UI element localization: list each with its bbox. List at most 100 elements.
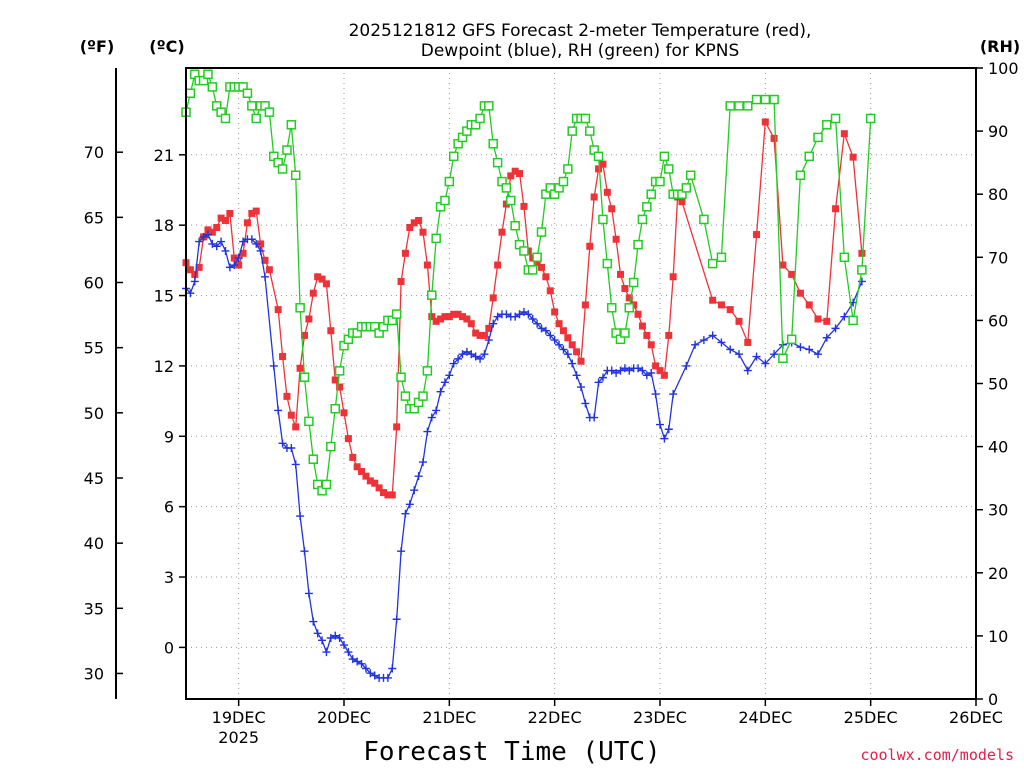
dewpoint-point <box>717 338 726 347</box>
temperature-point <box>287 411 295 419</box>
rh-point <box>299 372 310 382</box>
dewpoint-point <box>458 350 467 359</box>
rh-point <box>418 391 428 401</box>
rh-point <box>725 101 735 111</box>
x-tick-label: 25DEC <box>844 708 898 727</box>
temperature-point <box>625 294 633 302</box>
dewpoint-point <box>467 350 476 359</box>
dewpoint-point <box>568 359 577 368</box>
temperature-point <box>581 301 589 309</box>
temperature-point <box>349 453 357 461</box>
rh-point <box>633 239 643 250</box>
dewpoint-point <box>252 239 261 248</box>
dewpoint-point <box>247 235 256 244</box>
dewpoint-point <box>642 371 651 380</box>
rh-point <box>743 101 753 111</box>
x-tick-sublabel: 2025 <box>218 728 259 747</box>
temperature-point <box>371 479 379 487</box>
dewpoint-point <box>344 648 353 657</box>
temperature-point <box>643 331 651 339</box>
rh-point <box>655 176 665 187</box>
temperature-point <box>538 263 545 271</box>
dewpoint-point <box>577 383 585 392</box>
temperature-point <box>564 334 572 342</box>
dewpoint-point <box>449 359 458 368</box>
dewpoint-point <box>480 350 489 359</box>
fahrenheit-unit-label: (ºF) <box>80 37 115 56</box>
temperature-point <box>437 315 445 323</box>
temperature-point <box>340 409 348 417</box>
fahrenheit-tick-label: 30 <box>84 664 104 683</box>
temperature-point <box>498 228 506 236</box>
temperature-point <box>344 435 352 443</box>
temperature-point <box>239 249 247 257</box>
rh-point <box>185 88 196 98</box>
temperature-point <box>608 205 616 213</box>
dewpoint-point <box>493 312 502 321</box>
temperature-point <box>410 219 418 227</box>
dewpoint-line <box>185 233 863 679</box>
temperature-point <box>590 193 598 201</box>
temperature-point <box>305 315 313 323</box>
dewpoint-point <box>423 427 432 436</box>
rh-point <box>444 176 455 187</box>
temperature-point <box>309 289 317 297</box>
temperature-point <box>257 240 265 248</box>
rh-point <box>778 353 788 364</box>
temperature-point <box>423 261 431 269</box>
temperature-point <box>709 296 717 304</box>
dewpoint-point <box>291 460 300 469</box>
temperature-point <box>603 188 611 196</box>
rh-point <box>734 101 744 111</box>
dewpoint-point <box>318 636 327 645</box>
temperature-point <box>516 170 524 178</box>
x-tick-label: 26DEC <box>949 708 1003 727</box>
rh-point <box>492 157 503 168</box>
temperature-point <box>788 270 796 278</box>
rh-point <box>251 113 261 124</box>
fahrenheit-tick-label: 70 <box>84 143 104 162</box>
temperature-point <box>186 266 194 274</box>
rh-point <box>707 258 718 269</box>
temperature-point <box>388 491 396 499</box>
rh-point <box>606 303 617 313</box>
rh-point <box>501 183 512 193</box>
temperature-point <box>318 275 326 283</box>
dewpoint-point <box>296 512 305 521</box>
temperature-point <box>419 228 427 236</box>
rh-tick-label: 0 <box>988 690 998 709</box>
fahrenheit-tick-label: 60 <box>84 274 104 293</box>
dewpoint-point <box>190 277 199 286</box>
dewpoint-point <box>445 371 454 380</box>
rh-point <box>527 265 538 275</box>
temperature-point <box>336 383 344 391</box>
fahrenheit-tick-label: 65 <box>84 208 104 227</box>
dewpoint-point <box>261 272 269 281</box>
dewpoint-point <box>660 434 669 443</box>
fahrenheit-tick-label: 40 <box>84 534 104 553</box>
rh-point <box>786 334 797 345</box>
rh-point <box>624 303 635 313</box>
dewpoint-point <box>489 319 498 328</box>
temperature-point <box>230 254 238 262</box>
rh-point <box>839 252 850 263</box>
dewpoint-point <box>555 340 564 349</box>
temperature-point <box>753 231 761 239</box>
celsius-unit-label: (ºC) <box>149 37 184 56</box>
temperature-point <box>744 338 752 346</box>
dewpoint-point <box>541 326 550 335</box>
temperature-point <box>467 320 475 328</box>
temperature-point <box>805 301 813 309</box>
temperature-point <box>476 331 484 339</box>
temperature-point <box>301 331 308 339</box>
fahrenheit-tick-label: 50 <box>84 404 104 423</box>
celsius-tick-label: 3 <box>164 568 174 587</box>
fahrenheit-tick-label: 55 <box>84 339 104 358</box>
temperature-point <box>415 216 423 224</box>
rh-point <box>751 94 762 105</box>
dewpoint-point <box>304 589 313 598</box>
temperature-point <box>406 224 414 232</box>
dewpoint-point <box>471 352 480 361</box>
temperature-point <box>761 118 769 126</box>
rh-point <box>628 277 639 288</box>
